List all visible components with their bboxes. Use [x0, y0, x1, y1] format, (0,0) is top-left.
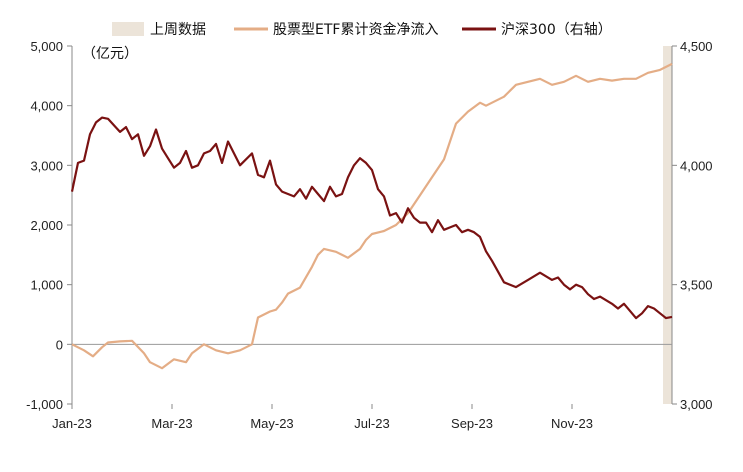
legend-label-etf: 股票型ETF累计资金净流入: [273, 22, 438, 38]
x-axis-tick-label: Sep-23: [451, 416, 493, 431]
left-axis-tick-label: 2,000: [30, 218, 63, 233]
right-axis-tick-label: 4,000: [680, 158, 713, 173]
right-axis-tick-label: 3,000: [680, 397, 713, 412]
x-axis-tick-label: Jul-23: [354, 416, 389, 431]
left-axis-unit: （亿元）: [82, 46, 138, 62]
series-etf-net-inflow-line: [71, 62, 673, 370]
right-axis-ticks: 3,000 3,500 4,000 4,500: [672, 39, 713, 412]
right-axis-tick-label: 4,500: [680, 39, 713, 54]
legend-swatch-weekly-band: [112, 22, 144, 36]
left-axis-tick-label: -1,000: [26, 397, 63, 412]
right-axis-tick-label: 3,500: [680, 278, 713, 293]
left-axis-tick-label: 4,000: [30, 99, 63, 114]
x-axis-tick-label: May-23: [250, 416, 293, 431]
left-axis-tick-label: 3,000: [30, 158, 63, 173]
series-hs300-line: [70, 116, 673, 320]
left-axis-tick-label: 0: [56, 337, 63, 352]
x-axis-tick-label: Jan-23: [52, 416, 92, 431]
x-axis-tick-label: Nov-23: [551, 416, 593, 431]
left-axis-tick-label: 1,000: [30, 278, 63, 293]
x-axis-tick-label: Mar-23: [151, 416, 192, 431]
left-axis-ticks: -1,000 0 1,000 2,000 3,000 4,000 5,000: [26, 39, 72, 412]
last-week-highlight-band: [663, 46, 672, 404]
x-axis-ticks: Jan-23 Mar-23 May-23 Jul-23 Sep-23 Nov-23: [52, 404, 593, 431]
legend-label-hs300: 沪深300（右轴）: [501, 22, 612, 38]
legend: 上周数据 股票型ETF累计资金净流入 沪深300（右轴）: [112, 22, 612, 38]
legend-label-weekly: 上周数据: [150, 22, 206, 38]
left-axis-tick-label: 5,000: [30, 39, 63, 54]
